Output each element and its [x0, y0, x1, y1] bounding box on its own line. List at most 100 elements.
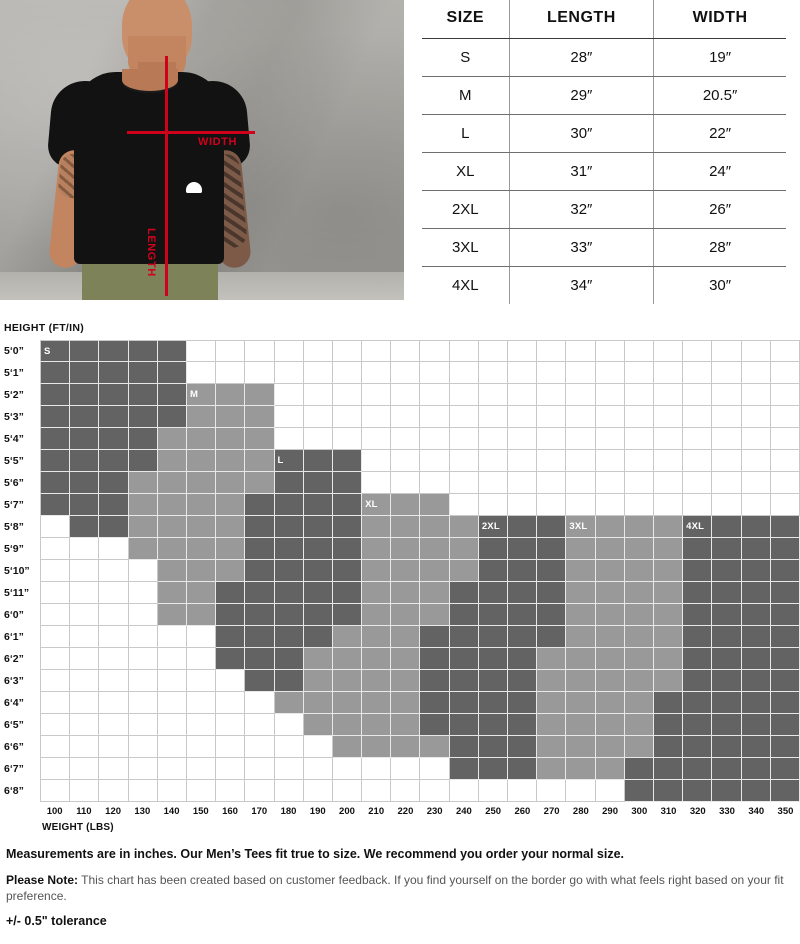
heatmap-cell — [274, 472, 304, 494]
heatmap-cell — [157, 340, 187, 362]
heatmap-cell — [70, 758, 100, 780]
heatmap-cell — [420, 362, 450, 384]
heatmap-cell — [420, 582, 450, 604]
heatmap-cell — [70, 714, 100, 736]
heatmap-cell — [653, 384, 684, 406]
heatmap-size-label-cell-s: S — [40, 340, 71, 362]
heatmap-cell — [653, 626, 684, 648]
heatmap-cell — [595, 582, 625, 604]
heatmap-cell — [157, 582, 187, 604]
heatmap-cell — [595, 384, 625, 406]
heatmap-cell — [245, 758, 275, 780]
heatmap-cell — [537, 560, 567, 582]
heatmap-cell — [420, 472, 450, 494]
heatmap-cell — [128, 340, 158, 362]
heatmap-row-cells — [40, 582, 800, 604]
heatmap-cell — [332, 648, 363, 670]
heatmap-cell — [245, 582, 275, 604]
heatmap-cell — [712, 472, 742, 494]
table-header-row: SIZE LENGTH WIDTH — [422, 0, 786, 39]
heatmap-cell — [40, 582, 71, 604]
heatmap-cell — [216, 560, 246, 582]
heatmap-cell — [683, 340, 713, 362]
heatmap-cell — [70, 692, 100, 714]
length-cell: 28″ — [508, 38, 655, 77]
heatmap-cell — [186, 362, 217, 384]
heatmap-cell — [478, 736, 508, 758]
heatmap-cell — [303, 406, 333, 428]
heatmap-cell — [70, 340, 100, 362]
heatmap-cell — [595, 692, 625, 714]
black-tee-shirt — [74, 69, 224, 264]
heatmap-cell — [332, 560, 363, 582]
heatmap-cell — [70, 582, 100, 604]
heatmap-cell — [683, 604, 713, 626]
heatmap-cell — [420, 516, 450, 538]
heatmap-cell — [216, 758, 246, 780]
heatmap-row-cells — [40, 648, 800, 670]
heatmap-size-label-cell-m: M — [186, 384, 217, 406]
heatmap-cell — [449, 714, 479, 736]
height-tick-label: 5‘6” — [4, 477, 24, 489]
heatmap-cell — [537, 516, 567, 538]
heatmap-cell — [624, 362, 654, 384]
heatmap-cell — [245, 494, 275, 516]
weight-tick-label: 200 — [339, 806, 355, 817]
heatmap-cell — [332, 670, 363, 692]
size-label: 2XL — [481, 521, 500, 532]
heatmap-cell — [216, 736, 246, 758]
heatmap-cell — [186, 472, 217, 494]
heatmap-cell — [449, 472, 479, 494]
length-cell: 32″ — [508, 190, 655, 229]
heatmap-cell — [128, 472, 158, 494]
heatmap-cell — [128, 714, 158, 736]
heatmap-cell — [653, 560, 684, 582]
heatmap-cell — [653, 340, 684, 362]
heatmap-cell — [537, 758, 567, 780]
heatmap-cell — [653, 780, 684, 802]
heatmap-cell — [420, 780, 450, 802]
heatmap-cell — [770, 648, 800, 670]
width-cell: 19″ — [653, 38, 786, 77]
heatmap-cell — [508, 362, 538, 384]
heatmap-cell — [508, 648, 538, 670]
x-tick-list: 100 110 120 130 140 150 160 170 180 190 200 210 220 2… — [40, 806, 800, 817]
heatmap-cell — [99, 670, 129, 692]
tolerance-note: +/- 0.5" tolerance — [6, 913, 107, 928]
heatmap-cell — [595, 780, 625, 802]
heatmap-cell — [537, 406, 567, 428]
height-tick-label: 5‘7” — [4, 499, 24, 511]
heatmap-cell — [624, 538, 654, 560]
heatmap-cell — [274, 560, 304, 582]
heatmap-cell — [741, 516, 771, 538]
heatmap-cell — [274, 758, 304, 780]
heatmap-cell — [303, 362, 333, 384]
heatmap-cell — [770, 340, 800, 362]
heatmap-cell — [712, 626, 742, 648]
heatmap-cell — [216, 384, 246, 406]
heatmap-cell — [566, 340, 596, 362]
heatmap-cell — [362, 340, 392, 362]
heatmap-cell — [420, 758, 450, 780]
heatmap-cell — [712, 362, 742, 384]
heatmap-cell — [741, 340, 771, 362]
heatmap-cell — [508, 780, 538, 802]
size-cell: XL — [422, 152, 510, 191]
heatmap-cell — [595, 406, 625, 428]
heatmap-row: 6‘1” — [4, 626, 800, 648]
heatmap-cell — [653, 362, 684, 384]
heatmap-cell — [274, 780, 304, 802]
heatmap-cell — [332, 626, 363, 648]
heatmap-row-cells — [40, 736, 800, 758]
heatmap-cell — [683, 494, 713, 516]
heatmap-cell — [595, 648, 625, 670]
heatmap-cell — [741, 736, 771, 758]
heatmap-cell — [537, 626, 567, 648]
heatmap-row-cells — [40, 780, 800, 802]
width-cell: 24″ — [653, 152, 786, 191]
heatmap-row: 5‘8” 2XL 3XL 4XL — [4, 516, 800, 538]
heatmap-cell — [157, 670, 187, 692]
heatmap-cell — [391, 560, 421, 582]
height-tick-label: 6‘5” — [4, 719, 24, 731]
heatmap-cell — [216, 714, 246, 736]
